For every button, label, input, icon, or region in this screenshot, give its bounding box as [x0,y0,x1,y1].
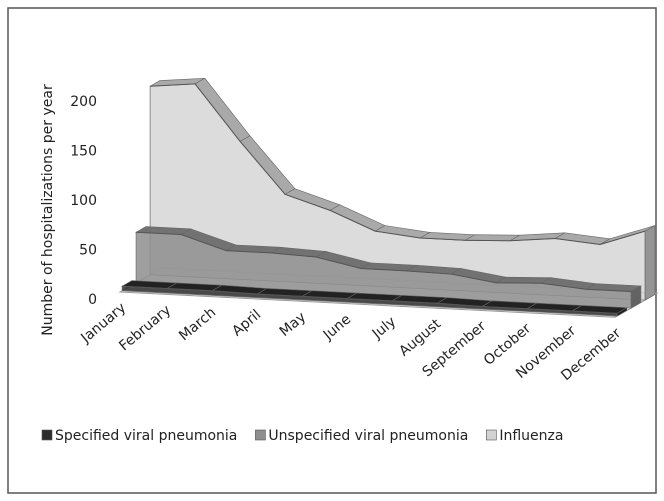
legend-label: Unspecified viral pneumonia [268,428,468,444]
series-line [136,231,632,293]
ribbon-end [630,285,642,309]
y-tick-label: 0 [88,292,97,308]
y-tick-label: 100 [70,193,97,209]
y-axis-title: Number of hospitalizations per year [40,84,56,336]
legend-label: Specified viral pneumonia [55,428,237,444]
series-line [150,83,646,245]
y-tick-label: 50 [79,243,97,259]
ribbon-end [644,224,656,301]
y-tick-label: 150 [70,144,97,160]
legend-swatch [255,429,266,441]
legend-swatch [486,429,497,441]
y-tick-label: 200 [70,94,97,110]
legend: Specified viral pneumonia Unspecified vir… [41,428,563,444]
legend-label: Influenza [499,428,563,444]
ribbon-end [616,307,628,317]
legend-swatch [41,429,53,441]
series-line [122,285,618,314]
